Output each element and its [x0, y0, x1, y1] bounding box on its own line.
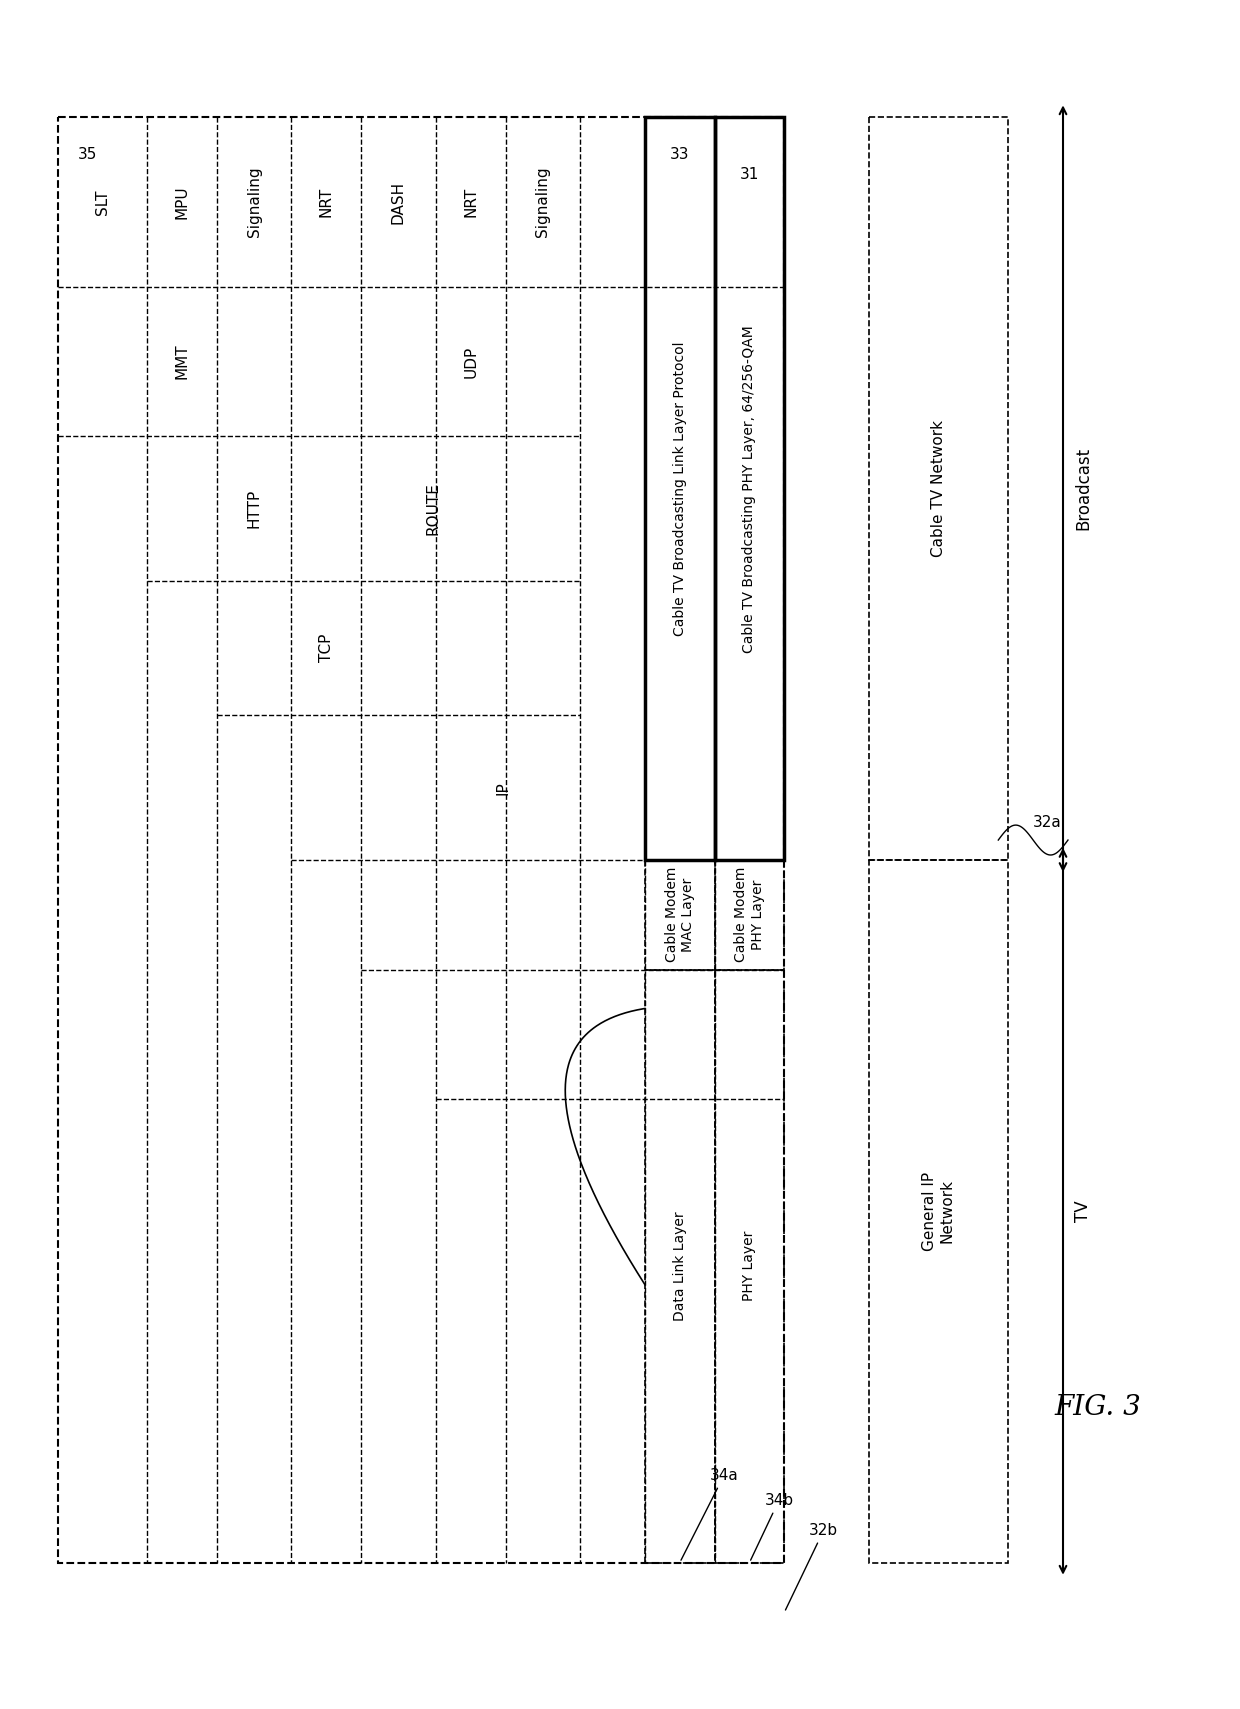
Text: Cable Modem
PHY Layer: Cable Modem PHY Layer — [734, 866, 765, 962]
Text: 31: 31 — [740, 167, 759, 183]
Text: Cable TV Broadcasting PHY Layer, 64/256-QAM: Cable TV Broadcasting PHY Layer, 64/256-… — [743, 325, 756, 653]
Text: TV: TV — [1074, 1200, 1092, 1222]
Text: Cable TV Broadcasting Link Layer Protocol: Cable TV Broadcasting Link Layer Protoco… — [673, 342, 687, 636]
Text: 32a: 32a — [1033, 815, 1061, 831]
Text: Signaling: Signaling — [536, 167, 551, 238]
Text: 32b: 32b — [785, 1523, 838, 1610]
Text: MPU: MPU — [175, 185, 190, 219]
Text: TCP: TCP — [319, 634, 334, 663]
Text: UDP: UDP — [464, 345, 479, 378]
Text: NRT: NRT — [319, 186, 334, 217]
Text: PHY Layer: PHY Layer — [743, 1230, 756, 1301]
Text: 34b: 34b — [750, 1494, 794, 1560]
Text: Broadcast: Broadcast — [1074, 448, 1092, 530]
Text: HTTP: HTTP — [247, 489, 262, 528]
Text: IP: IP — [496, 781, 511, 795]
Text: 35: 35 — [78, 147, 97, 162]
Text: Signaling: Signaling — [247, 167, 262, 238]
Text: 33: 33 — [670, 147, 689, 162]
Text: Data Link Layer: Data Link Layer — [673, 1212, 687, 1321]
Text: SLT: SLT — [94, 190, 110, 215]
Text: NRT: NRT — [464, 186, 479, 217]
Text: Cable Modem
MAC Layer: Cable Modem MAC Layer — [665, 866, 694, 962]
Text: MMT: MMT — [175, 344, 190, 379]
Text: 34a: 34a — [681, 1468, 738, 1560]
Text: Cable TV Network: Cable TV Network — [931, 420, 946, 557]
Text: ROUTE: ROUTE — [425, 482, 441, 535]
Text: General IP
Network: General IP Network — [923, 1172, 955, 1251]
Text: FIG. 3: FIG. 3 — [1054, 1395, 1141, 1420]
Text: DASH: DASH — [391, 181, 405, 224]
